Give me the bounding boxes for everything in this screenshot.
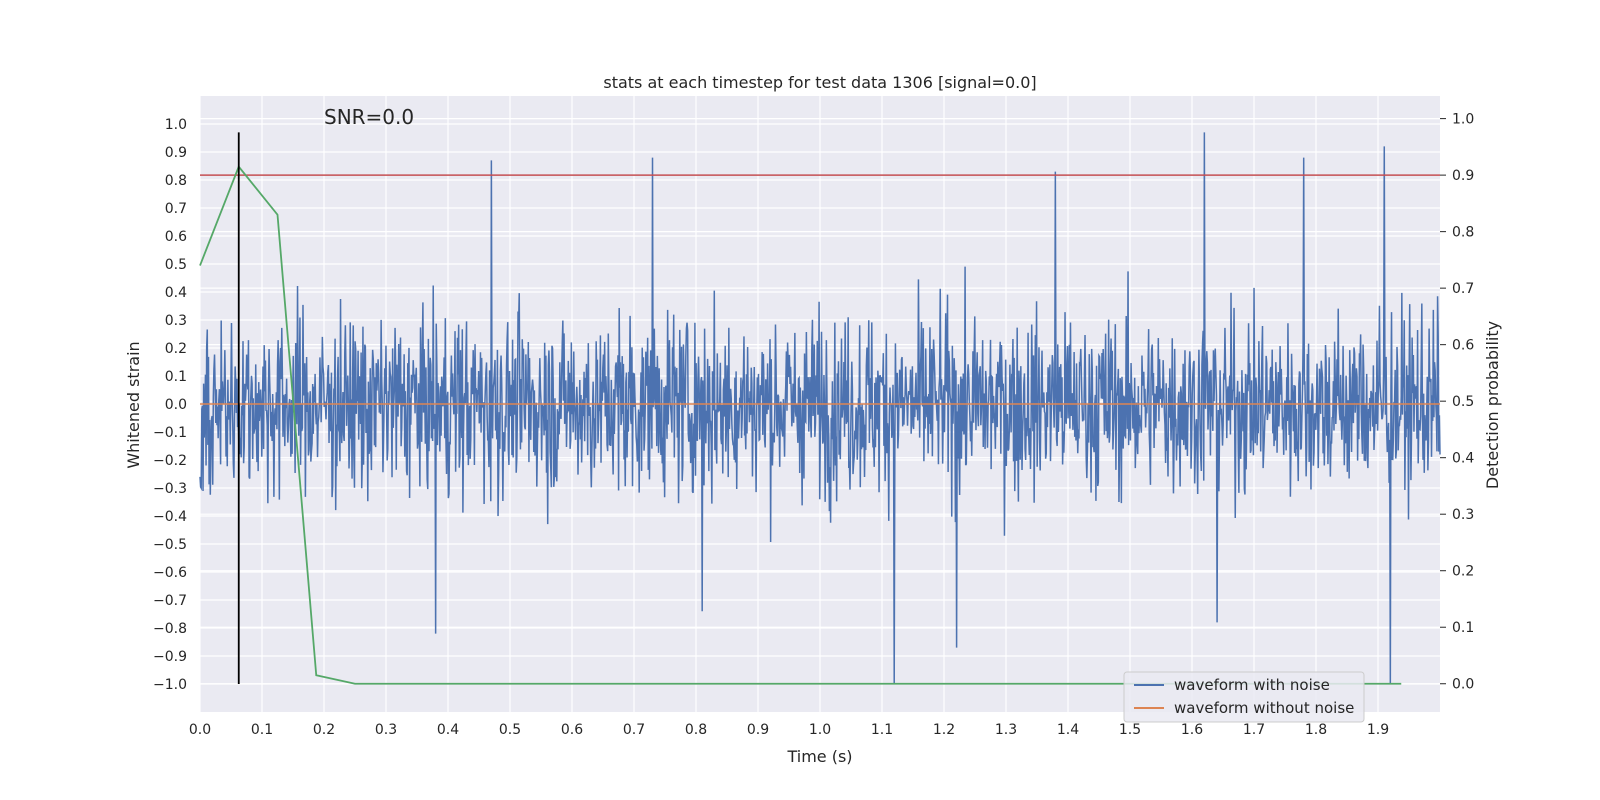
y2-tick-label: 0.1	[1452, 620, 1474, 636]
x-tick-label: 0.4	[437, 722, 459, 738]
x-axis-label: Time (s)	[786, 747, 852, 766]
x-tick-label: 0.3	[375, 722, 397, 738]
x-tick-label: 1.4	[1057, 722, 1079, 738]
y-tick-label: −0.6	[153, 565, 187, 581]
series-layer	[199, 132, 1441, 685]
legend-label-without-noise: waveform without noise	[1174, 699, 1354, 717]
x-tick-label: 0.9	[747, 722, 769, 738]
y-tick-label: 0.3	[165, 313, 187, 329]
y-tick-label: 0.0	[165, 397, 187, 413]
x-tick-label: 1.5	[1119, 722, 1141, 738]
x-tick-label: 1.6	[1181, 722, 1203, 738]
x-tick-label: 0.2	[313, 722, 335, 738]
y2-tick-label: 0.4	[1452, 451, 1474, 467]
x-tick-label: 0.1	[251, 722, 273, 738]
legend-box	[1123, 671, 1365, 723]
x-tick-label: 0.8	[685, 722, 707, 738]
y-tick-label: −1.0	[153, 677, 187, 693]
y2-tick-label: 0.5	[1452, 394, 1474, 410]
x-tick-label: 1.3	[995, 722, 1017, 738]
y-tick-label: 0.5	[165, 257, 187, 273]
legend: waveform with noise waveform without noi…	[1123, 671, 1365, 723]
y-tick-label: −0.8	[153, 621, 187, 637]
y2-tick-label: 0.8	[1452, 225, 1474, 241]
y-tick-label: −0.7	[153, 593, 187, 609]
y-axis-label: Whitened strain	[124, 341, 143, 468]
legend-label-with-noise: waveform with noise	[1174, 676, 1330, 694]
y-tick-label: −0.1	[153, 425, 187, 441]
series-waveform-with-noise	[199, 132, 1441, 685]
x-tick-label: 1.0	[809, 722, 831, 738]
x-tick-label: 0.7	[623, 722, 645, 738]
chart-title: stats at each timestep for test data 130…	[603, 73, 1036, 92]
y2-tick-label: 0.2	[1452, 564, 1474, 580]
y-tick-label: −0.4	[153, 509, 187, 525]
y-tick-label: 0.4	[165, 285, 187, 301]
y-tick-label: −0.2	[153, 453, 187, 469]
y2-axis-label: Detection probability	[1483, 321, 1502, 489]
x-tick-label: 0.0	[189, 722, 211, 738]
x-tick-label: 1.8	[1305, 722, 1327, 738]
y-tick-label: 0.8	[165, 173, 187, 189]
series-detection-probability	[199, 164, 1402, 685]
y2-tick-label: 0.9	[1452, 168, 1474, 184]
y2-tick-label: 0.7	[1452, 281, 1474, 297]
y-tick-label: −0.5	[153, 537, 187, 553]
y-tick-label: −0.3	[153, 481, 187, 497]
x-tick-label: 1.9	[1367, 722, 1389, 738]
ticks: 0.0 0.1 0.2 0.3 0.4 0.5 0.6 0.7 0.8 0.9 1.0 1.1 1.2 1…	[153, 112, 1474, 738]
y-tick-label: 0.6	[165, 229, 187, 245]
y-tick-label: 0.9	[165, 145, 187, 161]
y-tick-label: 0.2	[165, 341, 187, 357]
x-tick-label: 1.2	[933, 722, 955, 738]
snr-annotation: SNR=0.0	[324, 105, 414, 129]
y2-tick-label: 0.6	[1452, 338, 1474, 354]
x-tick-label: 0.5	[499, 722, 521, 738]
x-tick-label: 1.1	[871, 722, 893, 738]
y-tick-label: 0.1	[165, 369, 187, 385]
x-tick-label: 1.7	[1243, 722, 1265, 738]
y2-tick-label: 1.0	[1452, 112, 1474, 128]
y-tick-label: 1.0	[165, 117, 187, 133]
x-tick-label: 0.6	[561, 722, 583, 738]
y-tick-label: −0.9	[153, 649, 187, 665]
y-tick-label: 0.7	[165, 201, 187, 217]
y2-tick-label: 0.3	[1452, 507, 1474, 523]
y2-tick-label: 0.0	[1452, 677, 1474, 693]
